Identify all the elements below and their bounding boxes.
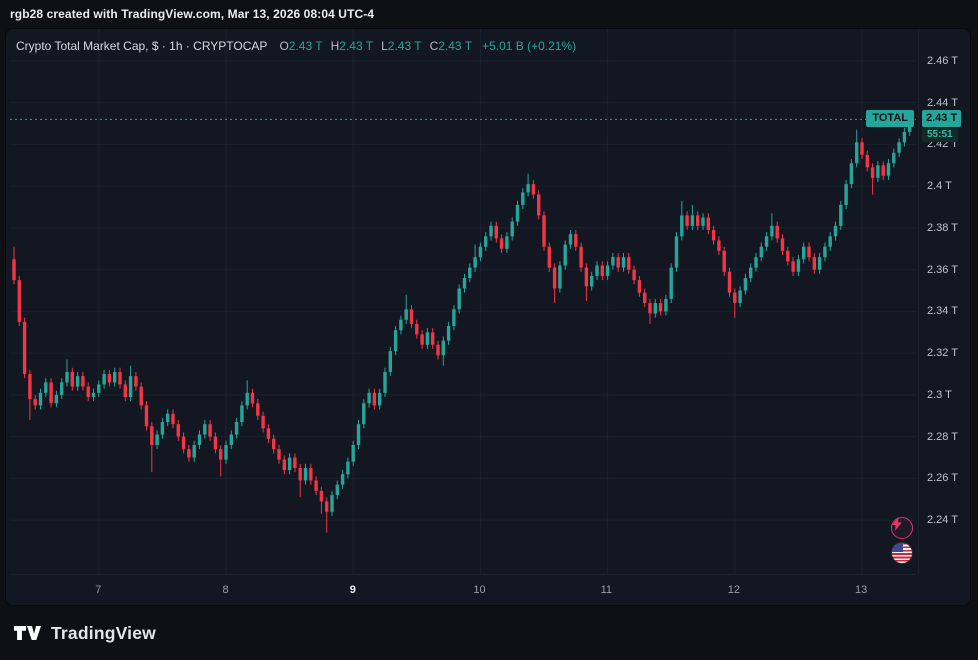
- chart-panel: Crypto Total Market Cap, $ · 1h · CRYPTO…: [5, 28, 971, 606]
- price-tick-label: 2.4 T: [927, 180, 952, 193]
- time-tick-label: 13: [855, 584, 868, 596]
- price-axis[interactable]: 2.43 T 55:51 2.46 T 2.44 T 2.42 T 2.4 T 2.38…: [918, 29, 971, 574]
- lightning-icon[interactable]: [891, 517, 913, 539]
- time-tick-label: 9: [349, 584, 356, 596]
- price-tick-label: 2.28 T: [927, 430, 958, 443]
- change-value: +5.01 B (+0.21%): [482, 39, 577, 53]
- time-tick-label: 12: [727, 584, 741, 596]
- ohlc-low: L2.43 T: [381, 39, 422, 53]
- price-tick-label: 2.3 T: [927, 388, 952, 401]
- quick-icons: [891, 517, 913, 564]
- price-tick-label: 2.26 T: [927, 472, 958, 485]
- tradingview-wordmark: TradingView: [51, 622, 156, 643]
- ohlc-close: C2.43 T: [429, 39, 473, 53]
- bar-countdown-badge: 55:51: [922, 128, 958, 143]
- ohlc-high: H2.43 T: [330, 39, 374, 53]
- chart-legend[interactable]: Crypto Total Market Cap, $ · 1h · CRYPTO…: [16, 39, 576, 53]
- time-tick-label: 11: [600, 584, 613, 596]
- time-tick-label: 7: [95, 584, 102, 596]
- time-axis[interactable]: 7 8 9 10 11 12 13: [10, 574, 916, 605]
- price-tick-label: 2.38 T: [927, 221, 958, 234]
- total-series-label: TOTAL: [866, 110, 914, 128]
- attribution-bar: rgb28 created with TradingView.com, Mar …: [10, 0, 374, 28]
- price-tick-label: 2.44 T: [927, 96, 958, 109]
- symbol-title[interactable]: Crypto Total Market Cap, $ · 1h · CRYPTO…: [16, 39, 268, 53]
- attribution-text: rgb28 created with TradingView.com, Mar …: [10, 7, 375, 21]
- price-tick-label: 2.46 T: [927, 54, 958, 67]
- time-tick-label: 10: [473, 584, 486, 596]
- price-tick-label: 2.34 T: [927, 305, 958, 318]
- us-flag-icon[interactable]: [891, 542, 913, 564]
- time-tick-label: 8: [222, 584, 229, 596]
- footer-bar: TradingView: [0, 606, 978, 660]
- price-tick-label: 2.36 T: [927, 263, 958, 276]
- flag-canton: [892, 543, 903, 552]
- price-tick-label: 2.24 T: [927, 514, 958, 527]
- tradingview-logo-icon: [14, 626, 41, 640]
- tradingview-logo[interactable]: TradingView: [13, 621, 156, 645]
- chart-plot[interactable]: TOTAL: [10, 29, 916, 574]
- candlestick-chart: [10, 29, 916, 574]
- ohlc-open: O2.43 T: [279, 39, 323, 53]
- current-price-badge: 2.43 T: [922, 110, 962, 128]
- price-tick-label: 2.32 T: [927, 347, 958, 360]
